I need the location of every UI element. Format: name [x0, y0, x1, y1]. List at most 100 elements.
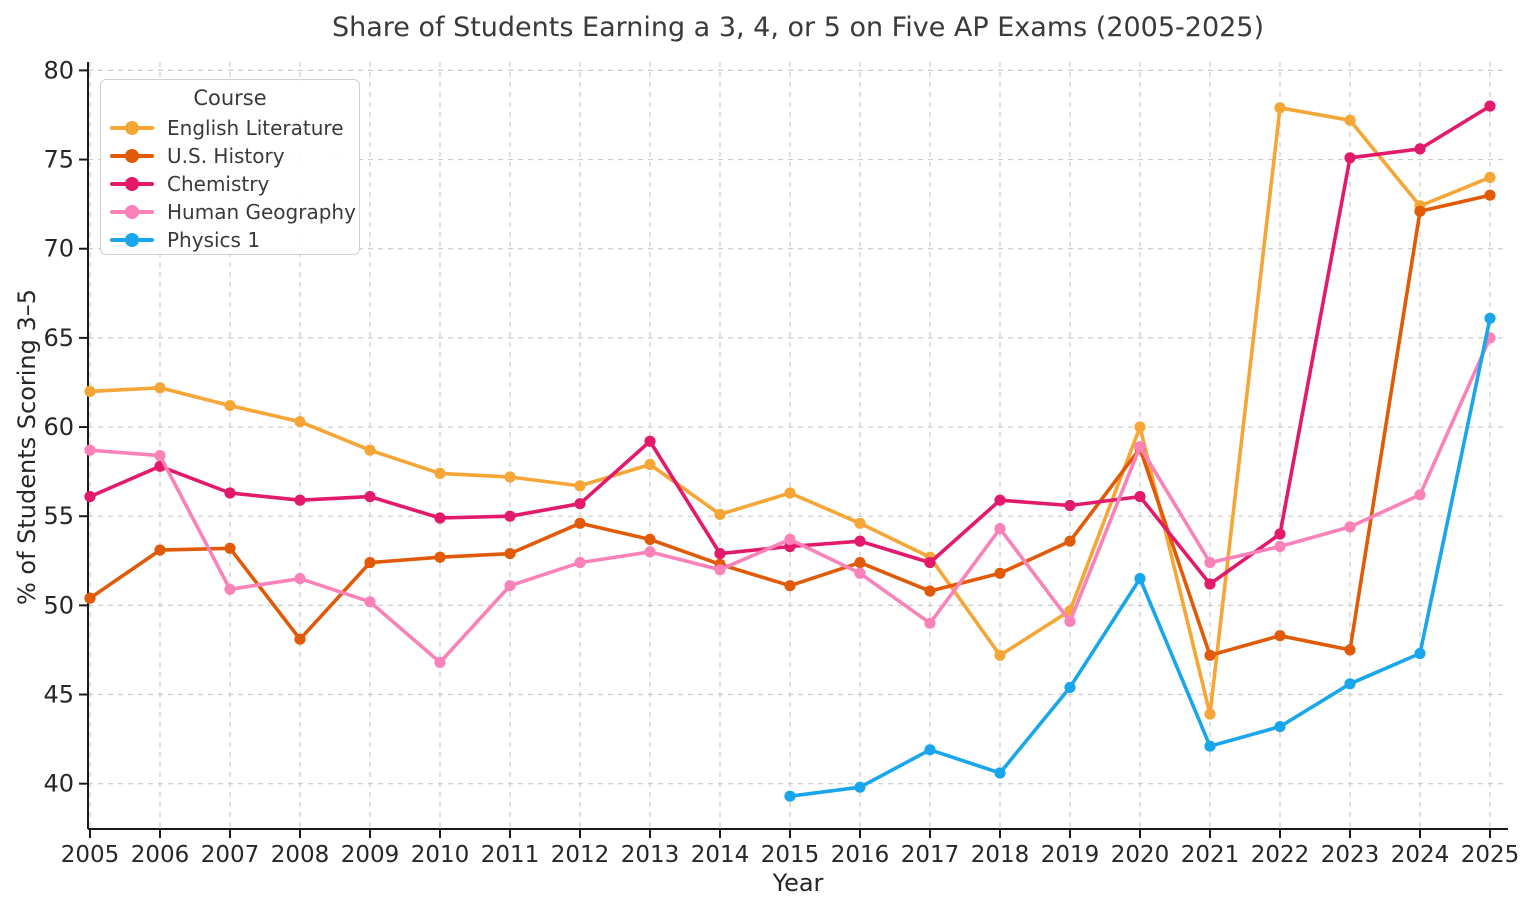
point-chemistry-2019	[1064, 499, 1076, 512]
point-u-s-history-2013	[644, 533, 656, 546]
x-tick-label-2017: 2017	[901, 842, 960, 868]
point-human-geography-2019	[1064, 615, 1076, 628]
point-chemistry-2008	[294, 494, 306, 506]
x-tick-label-2009: 2009	[341, 842, 400, 868]
x-tick-label-2023: 2023	[1321, 842, 1380, 868]
y-tick-label-50: 50	[43, 591, 74, 619]
point-human-geography-2022	[1274, 540, 1286, 553]
point-english-literature-2012	[574, 480, 586, 492]
point-chemistry-2013	[644, 435, 656, 447]
point-u-s-history-2012	[574, 517, 586, 529]
y-tick-label-40: 40	[43, 770, 74, 798]
point-english-literature-2025	[1484, 171, 1496, 183]
point-english-literature-2008	[294, 416, 306, 428]
y-axis-label: % of Students Scoring 3–5	[13, 288, 41, 606]
point-chemistry-2020	[1134, 491, 1146, 503]
point-chemistry-2017	[924, 557, 936, 569]
point-english-literature-2005	[84, 385, 96, 397]
y-tick-label-65: 65	[43, 324, 74, 352]
point-u-s-history-2008	[294, 633, 306, 645]
point-chemistry-2007	[224, 487, 236, 499]
legend-label: Human Geography	[167, 200, 356, 224]
point-chemistry-2010	[434, 512, 446, 524]
point-human-geography-2011	[504, 580, 516, 592]
y-tick-label-70: 70	[43, 235, 74, 263]
point-u-s-history-2006	[154, 544, 166, 556]
point-physics-1-2023	[1344, 678, 1356, 690]
point-u-s-history-2024	[1414, 205, 1426, 217]
point-chemistry-2009	[364, 491, 376, 503]
point-human-geography-2009	[364, 596, 376, 608]
y-tick-label-60: 60	[43, 413, 74, 441]
point-chemistry-2018	[994, 494, 1006, 506]
x-tick-label-2007: 2007	[201, 842, 260, 868]
point-chemistry-2016	[854, 535, 866, 547]
point-u-s-history-2009	[364, 557, 376, 569]
point-human-geography-2006	[154, 450, 166, 462]
point-english-literature-2014	[714, 508, 726, 520]
point-u-s-history-2023	[1344, 644, 1356, 656]
legend-item-us-history: U.S. History	[101, 142, 359, 170]
x-tick-label-2012: 2012	[551, 842, 610, 868]
point-english-literature-2013	[644, 458, 656, 471]
point-physics-1-2021	[1204, 740, 1216, 752]
legend-line-marker-icon	[110, 205, 154, 220]
legend-line-marker-icon	[110, 177, 154, 192]
point-english-literature-2020	[1134, 421, 1146, 433]
legend-item-human-geography: Human Geography	[101, 198, 359, 226]
legend-item-physics-1: Physics 1	[101, 226, 359, 254]
point-english-literature-2023	[1344, 114, 1356, 126]
point-physics-1-2022	[1274, 721, 1286, 733]
x-tick-label-2020: 2020	[1111, 842, 1170, 868]
y-tick-label-55: 55	[43, 502, 74, 530]
x-tick-label-2010: 2010	[411, 842, 470, 868]
point-english-literature-2015	[784, 487, 796, 499]
y-tick-label-80: 80	[43, 56, 74, 84]
point-human-geography-2020	[1134, 441, 1146, 453]
point-chemistry-2025	[1484, 100, 1496, 112]
point-u-s-history-2025	[1484, 189, 1496, 201]
point-physics-1-2019	[1064, 681, 1076, 694]
point-physics-1-2017	[924, 744, 936, 756]
point-chemistry-2005	[84, 491, 96, 503]
legend-label: Physics 1	[167, 228, 261, 252]
point-human-geography-2012	[574, 557, 586, 569]
x-tick-label-2019: 2019	[1041, 842, 1100, 868]
point-human-geography-2010	[434, 656, 446, 669]
point-human-geography-2017	[924, 617, 936, 629]
x-tick-label-2018: 2018	[971, 842, 1030, 868]
x-tick-label-2013: 2013	[621, 842, 680, 868]
x-tick-label-2006: 2006	[131, 842, 190, 868]
point-u-s-history-2005	[84, 592, 96, 604]
point-human-geography-2013	[644, 546, 656, 558]
x-tick-label-2024: 2024	[1391, 842, 1450, 868]
point-human-geography-2008	[294, 573, 306, 585]
legend-item-english-literature: English Literature	[101, 114, 359, 142]
point-human-geography-2023	[1344, 521, 1356, 533]
chart-title: Share of Students Earning a 3, 4, or 5 o…	[331, 12, 1265, 43]
point-u-s-history-2022	[1274, 630, 1286, 642]
x-tick-label-2022: 2022	[1251, 842, 1310, 868]
y-tick-label-45: 45	[43, 681, 74, 709]
legend-label: Chemistry	[167, 172, 270, 196]
point-physics-1-2024	[1414, 647, 1426, 660]
legend-line-marker-icon	[110, 149, 154, 164]
legend-line-marker-icon	[110, 121, 154, 136]
y-tick-label-75: 75	[43, 146, 74, 174]
point-u-s-history-2018	[994, 567, 1006, 579]
x-tick-label-2021: 2021	[1181, 842, 1240, 868]
point-human-geography-2007	[224, 583, 236, 595]
point-chemistry-2021	[1204, 578, 1216, 590]
point-english-literature-2022	[1274, 102, 1286, 114]
x-tick-label-2014: 2014	[691, 842, 750, 868]
point-english-literature-2018	[994, 649, 1006, 661]
point-human-geography-2016	[854, 567, 866, 579]
point-u-s-history-2019	[1064, 535, 1076, 547]
point-u-s-history-2007	[224, 542, 236, 554]
point-u-s-history-2017	[924, 585, 936, 597]
point-human-geography-2018	[994, 523, 1006, 535]
point-english-literature-2006	[154, 382, 166, 394]
point-u-s-history-2016	[854, 557, 866, 569]
point-english-literature-2016	[854, 517, 866, 529]
point-physics-1-2020	[1134, 573, 1146, 585]
